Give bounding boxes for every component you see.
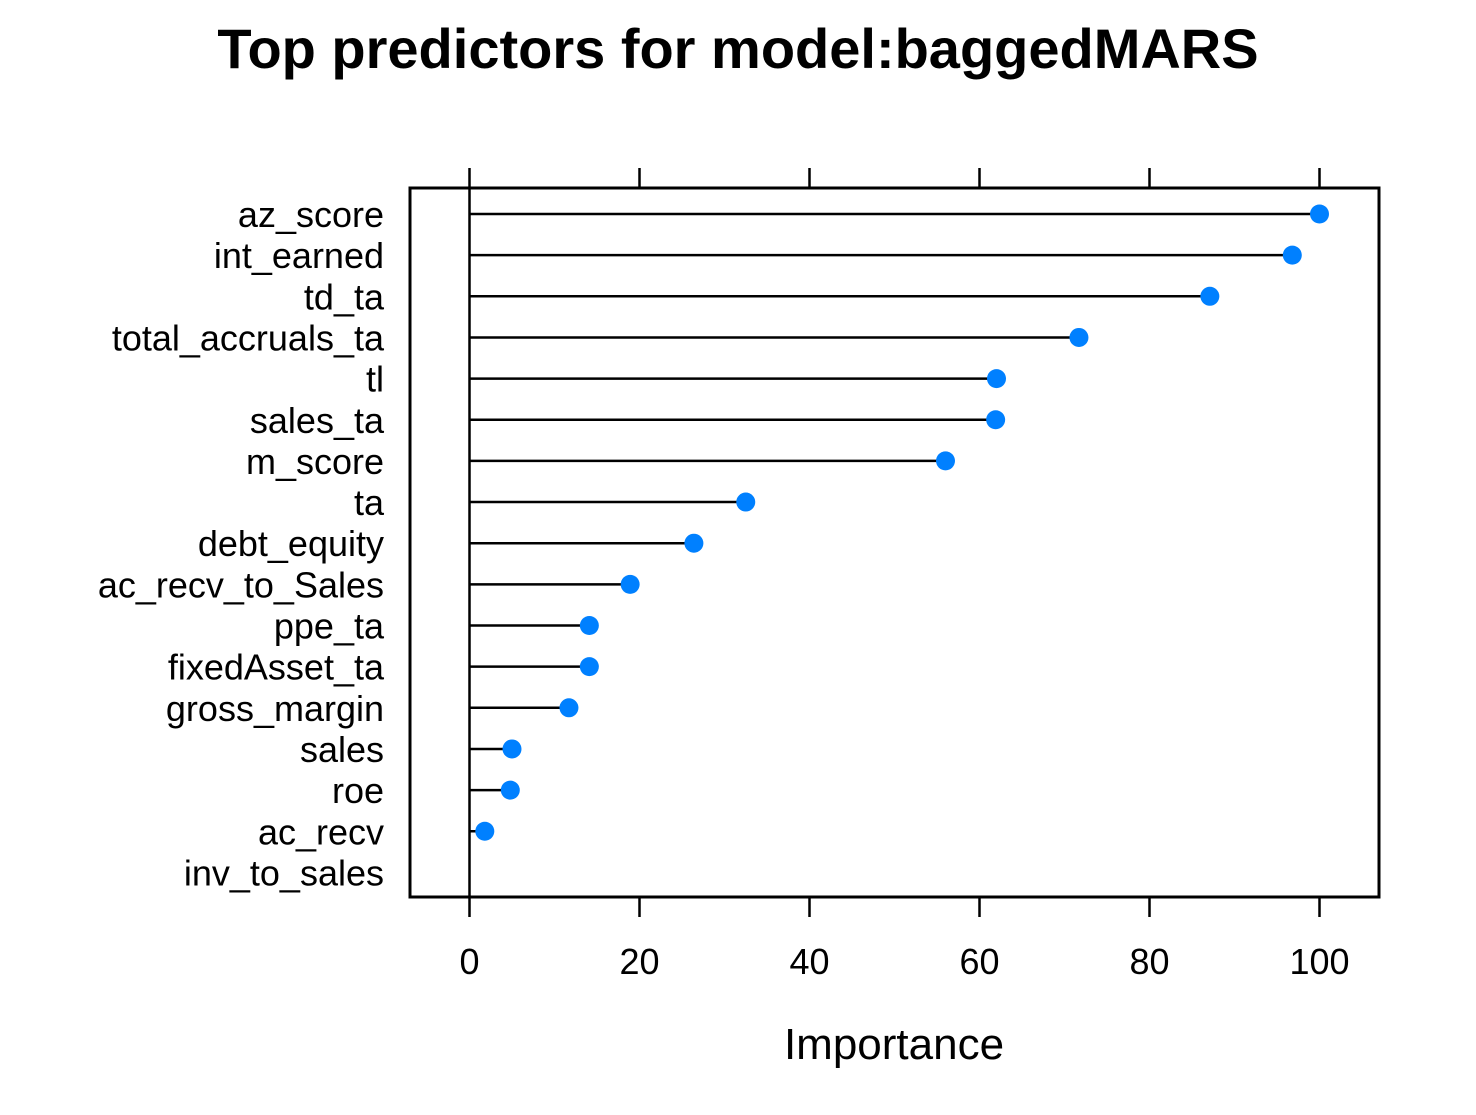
category-label: sales (300, 729, 384, 770)
category-label: sales_ta (250, 400, 385, 441)
category-label: fixedAsset_ta (168, 647, 385, 688)
x-tick-label: 0 (459, 941, 479, 982)
category-label: gross_margin (166, 688, 384, 729)
x-tick-label: 100 (1289, 941, 1349, 982)
category-label: total_accruals_ta (112, 317, 385, 358)
importance-point (1200, 286, 1220, 306)
category-label: ac_recv_to_Sales (98, 564, 384, 605)
importance-point (1310, 204, 1329, 224)
category-label: m_score (246, 441, 384, 482)
importance-point (684, 533, 704, 553)
importance-point (986, 410, 1006, 430)
importance-point (475, 821, 495, 841)
importance-point (736, 492, 756, 512)
category-label: az_score (238, 194, 384, 235)
importance-point (1069, 327, 1089, 347)
x-axis-title: Importance (784, 1020, 1004, 1069)
importance-point (579, 657, 599, 677)
x-tick-label: 40 (789, 941, 829, 982)
category-label: ta (354, 482, 385, 523)
chart-title: Top predictors for model:baggedMARS (217, 17, 1258, 80)
plot-frame (408, 186, 1381, 899)
importance-point (500, 780, 520, 800)
category-label: int_earned (214, 235, 384, 276)
category-label: ppe_ta (274, 606, 385, 647)
category-label: tl (366, 359, 384, 400)
category-label: inv_to_sales (184, 852, 384, 893)
x-tick-label: 60 (959, 941, 999, 982)
category-label: td_ta (304, 276, 385, 317)
plot-area: 0 20 40 60 80 100 az_scoreint_earnedtd_tatotal… (98, 168, 1381, 982)
category-label: ac_recv (258, 811, 384, 852)
importance-point (579, 616, 599, 635)
importance-point (559, 698, 579, 718)
importance-point (987, 369, 1006, 389)
importance-point (620, 574, 640, 594)
x-tick-label: 80 (1129, 941, 1169, 982)
importance-point (502, 739, 522, 759)
x-tick-label: 20 (619, 941, 659, 982)
importance-point (1282, 245, 1302, 265)
importance-point (936, 451, 955, 471)
category-label: roe (332, 770, 384, 811)
category-label: debt_equity (198, 523, 384, 564)
